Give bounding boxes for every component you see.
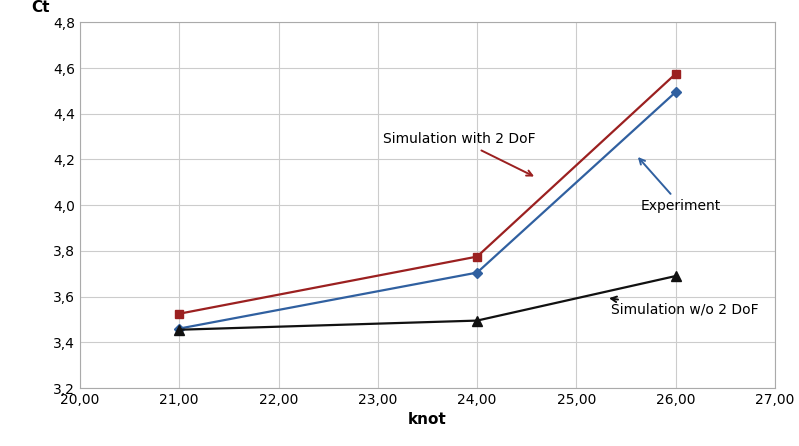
X-axis label: knot: knot — [408, 413, 447, 427]
Text: Simulation w/o 2 DoF: Simulation w/o 2 DoF — [611, 297, 759, 317]
Text: Ct: Ct — [31, 0, 50, 15]
Text: Simulation with 2 DoF: Simulation with 2 DoF — [383, 132, 535, 176]
Text: Experiment: Experiment — [639, 159, 721, 213]
